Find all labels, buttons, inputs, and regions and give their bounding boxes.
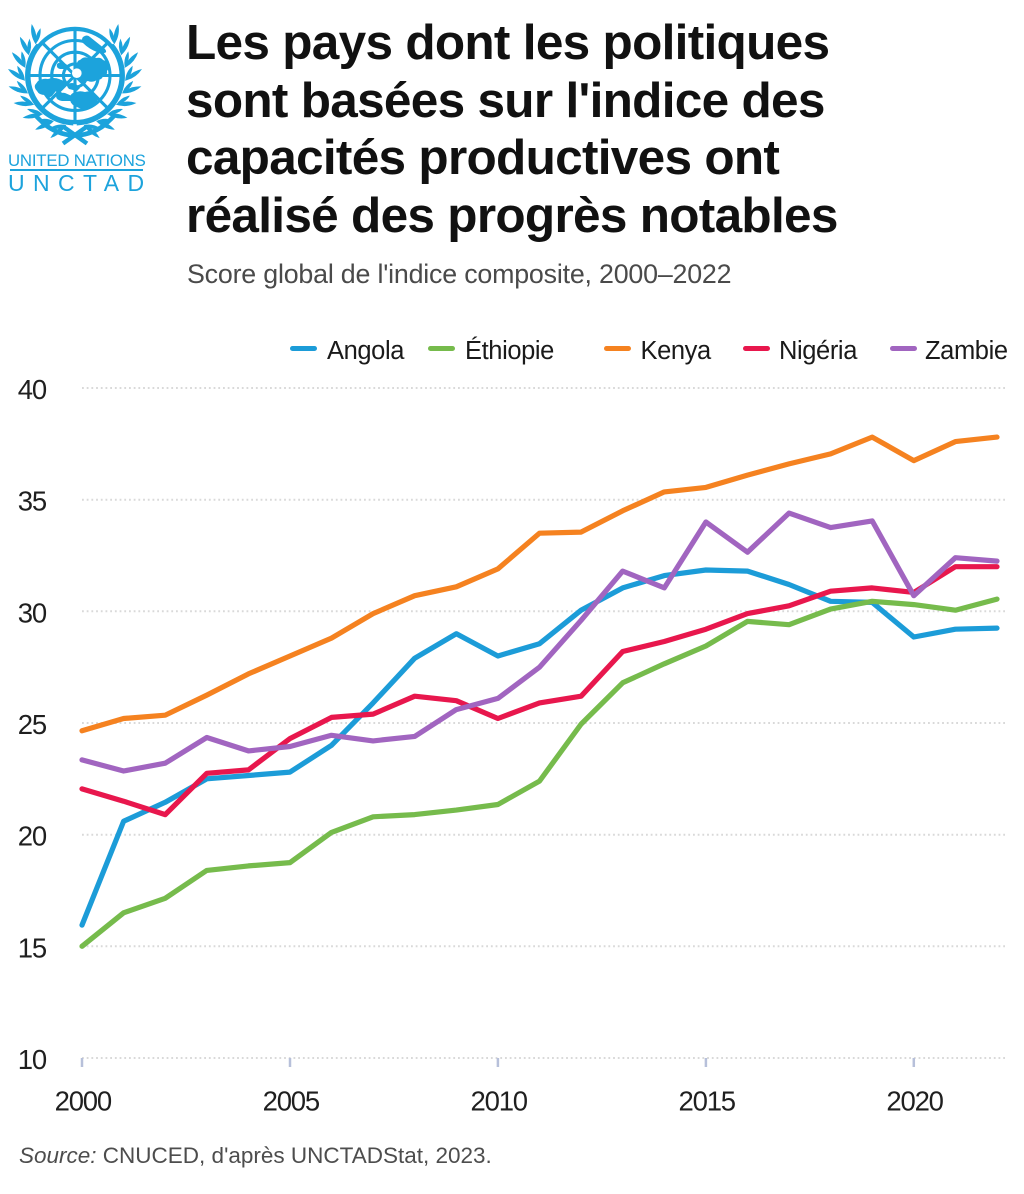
svg-text:2015: 2015: [679, 1086, 736, 1117]
svg-text:15: 15: [18, 932, 47, 963]
svg-text:2000: 2000: [55, 1086, 112, 1117]
svg-text:25: 25: [18, 709, 47, 740]
svg-text:2020: 2020: [886, 1086, 943, 1117]
svg-text:2010: 2010: [471, 1086, 528, 1117]
svg-text:40: 40: [18, 374, 47, 405]
svg-text:30: 30: [18, 597, 47, 628]
svg-text:20: 20: [18, 821, 47, 852]
svg-text:10: 10: [18, 1044, 47, 1075]
svg-text:35: 35: [18, 486, 47, 517]
svg-text:2005: 2005: [263, 1086, 320, 1117]
